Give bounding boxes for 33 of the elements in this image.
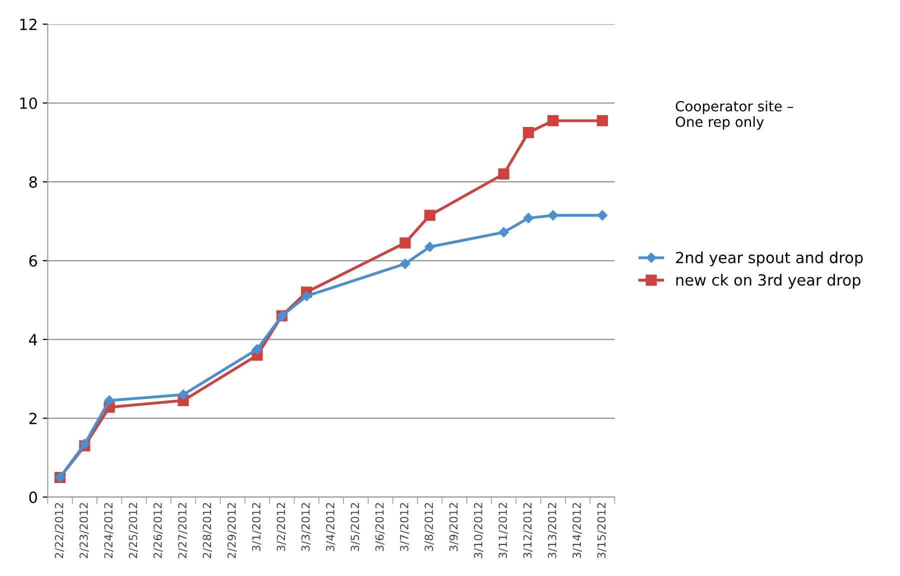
x-tick-label: 3/3/2012	[301, 503, 311, 552]
x-tick-label: 3/10/2012	[474, 503, 484, 558]
x-tick-label: 3/8/2012	[424, 503, 434, 552]
y-tick-label: 2	[29, 412, 36, 424]
y-tick-label: 0	[29, 492, 37, 504]
x-tick-label: 3/4/2012	[326, 503, 336, 552]
x-tick-label: 2/29/2012	[227, 503, 237, 558]
x-tick-label: 3/12/2012	[523, 503, 533, 558]
x-tick-label: 3/7/2012	[400, 503, 410, 552]
x-tick-label: 3/9/2012	[449, 503, 459, 552]
x-tick-label: 2/26/2012	[153, 503, 163, 558]
legend-label: 2nd year spout and drop	[676, 251, 863, 266]
x-tick-label: 2/25/2012	[128, 503, 138, 558]
x-tick-label: 3/15/2012	[597, 503, 606, 558]
x-tick-label: 2/23/2012	[80, 503, 89, 558]
y-tick-label: 6	[29, 255, 38, 267]
x-tick-label: 2/27/2012	[178, 503, 188, 558]
y-tick-label: 4	[29, 334, 38, 346]
x-tick-label: 2/24/2012	[104, 503, 114, 558]
y-tick-label: 12	[20, 18, 36, 30]
x-tick-label: 3/5/2012	[350, 503, 360, 552]
text: Cooperator site – One rep only	[676, 100, 794, 130]
y-tick-label: 10	[20, 97, 37, 110]
x-tick-label: 3/11/2012	[498, 503, 508, 558]
x-tick-label: 3/14/2012	[572, 503, 582, 558]
legend-label: new ck on 3rd year drop	[676, 274, 860, 289]
y-tick-label: 8	[29, 176, 37, 188]
x-tick-label: 3/13/2012	[548, 503, 558, 558]
x-tick-label: 3/1/2012	[252, 503, 262, 552]
x-tick-label: 2/28/2012	[202, 503, 212, 558]
x-tick-label: 3/6/2012	[375, 503, 385, 552]
x-tick-label: 3/2/2012	[276, 503, 286, 552]
x-tick-label: 2/22/2012	[54, 503, 64, 558]
